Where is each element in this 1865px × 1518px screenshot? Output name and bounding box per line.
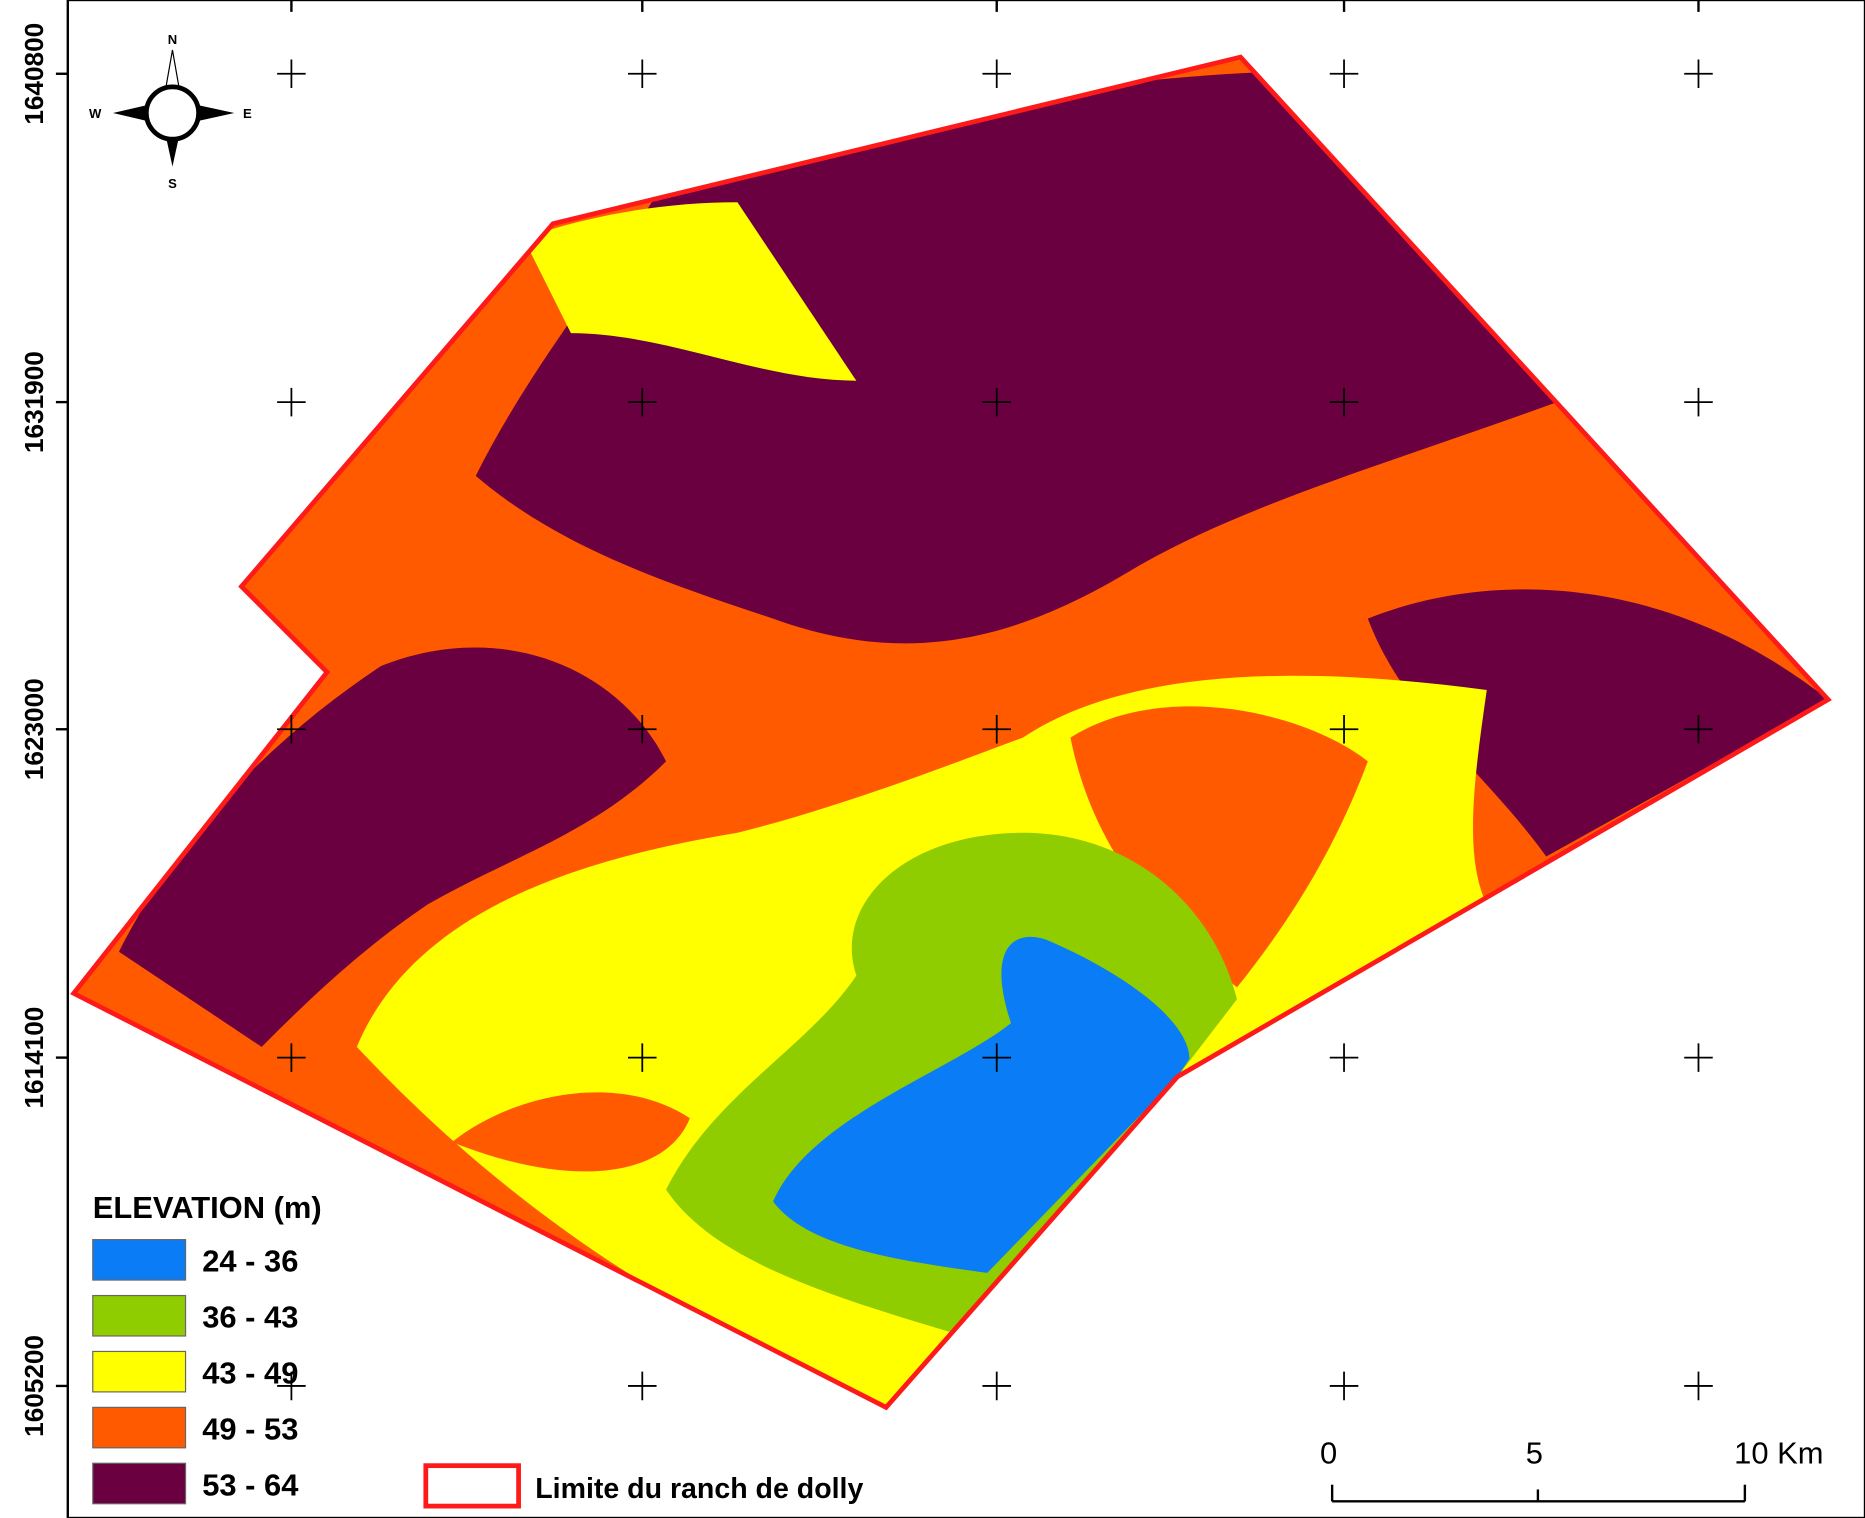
- legend-label: 36 - 43: [202, 1300, 298, 1335]
- y-label: 1640800: [19, 23, 49, 125]
- legend-label: 24 - 36: [202, 1244, 298, 1279]
- scale-label: 5: [1526, 1435, 1543, 1470]
- legend-swatch: [93, 1407, 186, 1447]
- y-label: 1614100: [19, 1007, 49, 1109]
- legend-swatch: [93, 1240, 186, 1280]
- legend-title: ELEVATION (m): [93, 1190, 322, 1225]
- legend-label: 49 - 53: [202, 1411, 298, 1446]
- scale-label: 0: [1320, 1435, 1337, 1470]
- boundary-label: Limite du ranch de dolly: [535, 1473, 863, 1505]
- y-label: 1623000: [19, 678, 49, 780]
- y-label: 1605200: [19, 1335, 49, 1437]
- legend-swatch: [93, 1296, 186, 1336]
- boundary-swatch: [426, 1466, 519, 1506]
- compass-n: N: [168, 32, 177, 47]
- map: 16408001631900162300016141001605200 N S …: [0, 0, 1865, 1518]
- compass-e: E: [243, 106, 252, 121]
- compass-s: S: [168, 176, 177, 191]
- scale-label: 10 Km: [1734, 1435, 1823, 1470]
- legend-label: 53 - 64: [202, 1467, 299, 1502]
- compass-w: W: [89, 106, 102, 121]
- legend-label: 43 - 49: [202, 1356, 298, 1391]
- y-label: 1631900: [19, 351, 49, 453]
- legend-swatch: [93, 1463, 186, 1503]
- legend-swatch: [93, 1351, 186, 1391]
